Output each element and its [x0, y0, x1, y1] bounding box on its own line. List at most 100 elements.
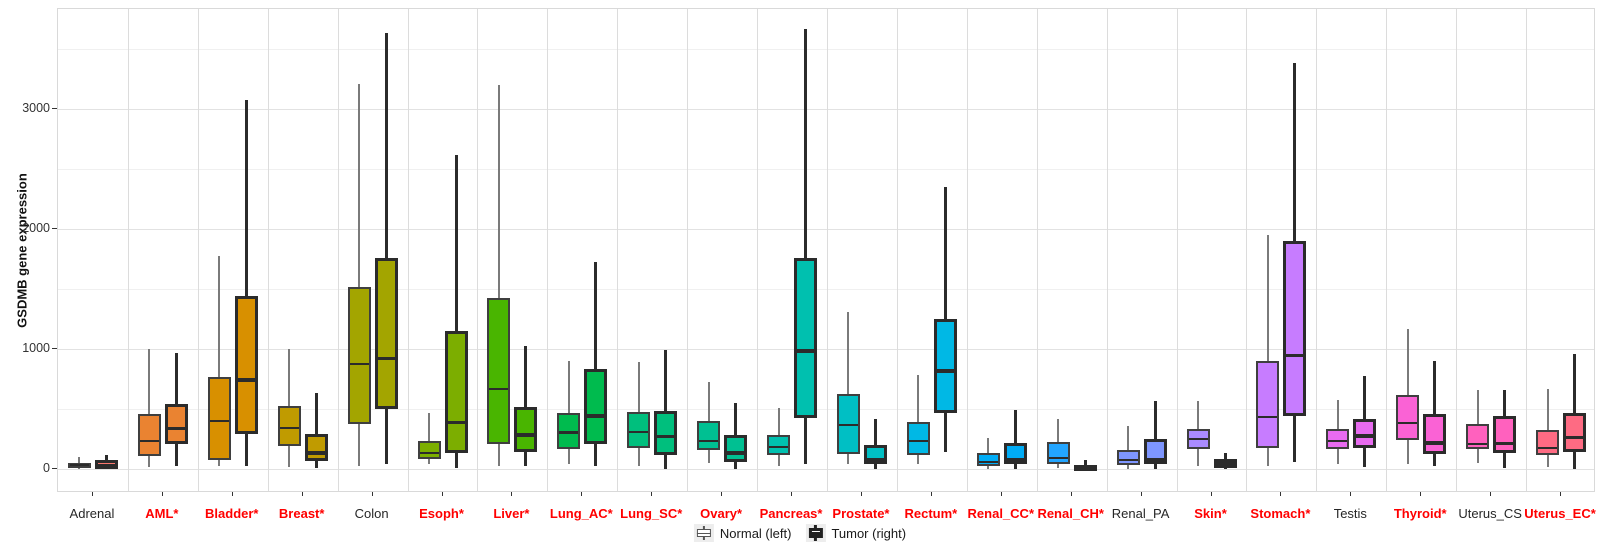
x-axis-label: Stomach*: [1250, 506, 1311, 521]
median-line: [307, 450, 325, 455]
gridline-minor: [58, 169, 1594, 171]
box-tumor: [933, 319, 957, 413]
box-tumor: [164, 404, 188, 444]
facet-separator: [1526, 9, 1528, 491]
facet-separator: [1246, 9, 1248, 491]
facet-separator: [896, 9, 898, 491]
median-line: [69, 464, 89, 467]
box-normal: [697, 420, 721, 451]
y-tick-label: 2000: [22, 221, 50, 236]
median-line: [1258, 415, 1278, 419]
median-line: [349, 363, 369, 366]
x-axis-label: Testis: [1333, 506, 1367, 521]
box-tumor: [1493, 416, 1517, 453]
gridline-major: [58, 349, 1594, 351]
median-line: [936, 369, 954, 373]
median-line: [769, 445, 789, 449]
facet-separator: [1456, 9, 1458, 491]
gridline-minor: [58, 409, 1594, 411]
x-tick-mark: [1490, 492, 1492, 496]
whisker-normal: [148, 349, 151, 468]
x-axis-label: Renal_CH*: [1037, 506, 1104, 521]
facet-separator: [1316, 9, 1318, 491]
median-line: [559, 431, 579, 434]
x-tick-mark: [1280, 492, 1282, 496]
median-line: [1328, 439, 1348, 443]
normal-boxplot-key-icon: [693, 524, 714, 542]
median-line: [587, 414, 605, 418]
y-tick-mark: [52, 108, 57, 110]
facet-separator: [1036, 9, 1038, 491]
legend: Normal (left) Tumor (right): [693, 524, 906, 542]
x-axis-label: Adrenal: [69, 506, 115, 521]
median-line: [978, 460, 998, 464]
median-line: [908, 439, 928, 443]
gridline-major: [58, 109, 1594, 111]
box-tumor: [444, 330, 468, 453]
gridline-minor: [58, 289, 1594, 291]
x-tick-mark: [301, 492, 303, 496]
box-tumor: [1423, 414, 1447, 455]
y-tick-label: 3000: [22, 101, 50, 116]
box-tumor: [1563, 413, 1587, 452]
facet-separator: [197, 9, 199, 491]
median-line: [139, 439, 159, 443]
median-line: [97, 463, 115, 468]
box-normal: [627, 411, 651, 449]
x-axis-label: Colon: [354, 506, 389, 521]
x-axis-label: Prostate*: [832, 506, 890, 521]
whisker-normal: [497, 85, 500, 466]
y-tick-mark: [52, 348, 57, 350]
box-tumor: [724, 434, 748, 462]
gridline-major: [58, 229, 1594, 231]
median-line: [1118, 459, 1138, 462]
median-line: [377, 356, 395, 361]
x-axis-label: Renal_CC*: [967, 506, 1034, 521]
median-line: [1426, 441, 1444, 445]
x-axis-label: Pancreas*: [759, 506, 823, 521]
tumor-boxplot-key-icon: [805, 524, 826, 542]
box-normal: [487, 297, 511, 444]
median-line: [517, 433, 535, 437]
x-tick-mark: [860, 492, 862, 496]
x-axis-label: Lung_SC*: [620, 506, 683, 521]
plot-panel: [57, 8, 1595, 492]
median-line: [657, 434, 675, 439]
x-axis-label: Ovary*: [700, 506, 743, 521]
whisker-normal: [567, 360, 570, 465]
whisker-normal: [1266, 235, 1269, 466]
median-line: [419, 451, 439, 454]
median-line: [279, 427, 299, 430]
x-axis-label: Skin*: [1194, 506, 1227, 521]
facet-separator: [827, 9, 828, 491]
median-line: [237, 378, 255, 382]
median-line: [167, 426, 185, 431]
box-normal: [1396, 395, 1420, 441]
whisker-normal: [428, 412, 430, 465]
whisker-normal: [847, 311, 850, 465]
median-line: [1188, 438, 1208, 441]
median-line: [1398, 421, 1418, 424]
x-tick-mark: [161, 492, 163, 496]
median-line: [1286, 353, 1304, 358]
median-line: [629, 430, 649, 433]
whisker-tumor: [664, 350, 668, 470]
facet-separator: [1176, 9, 1178, 491]
facet-separator: [337, 9, 339, 491]
box-tumor: [304, 433, 328, 462]
facet-separator: [757, 9, 759, 491]
x-axis-label: Thyroid*: [1393, 506, 1447, 521]
median-line: [838, 424, 858, 427]
box-tumor: [514, 406, 538, 452]
facet-separator: [127, 9, 129, 491]
legend-item-tumor: Tumor (right): [805, 524, 906, 542]
box-tumor: [1353, 418, 1377, 449]
legend-label-normal: Normal (left): [719, 525, 792, 541]
x-tick-mark: [441, 492, 443, 496]
box-normal: [1116, 450, 1140, 465]
y-axis-title: GSDMB gene expression: [14, 173, 30, 328]
median-line: [1566, 435, 1584, 440]
x-axis-label: Rectum*: [904, 506, 958, 521]
whisker-tumor: [244, 100, 248, 466]
whisker-tumor: [873, 418, 877, 470]
